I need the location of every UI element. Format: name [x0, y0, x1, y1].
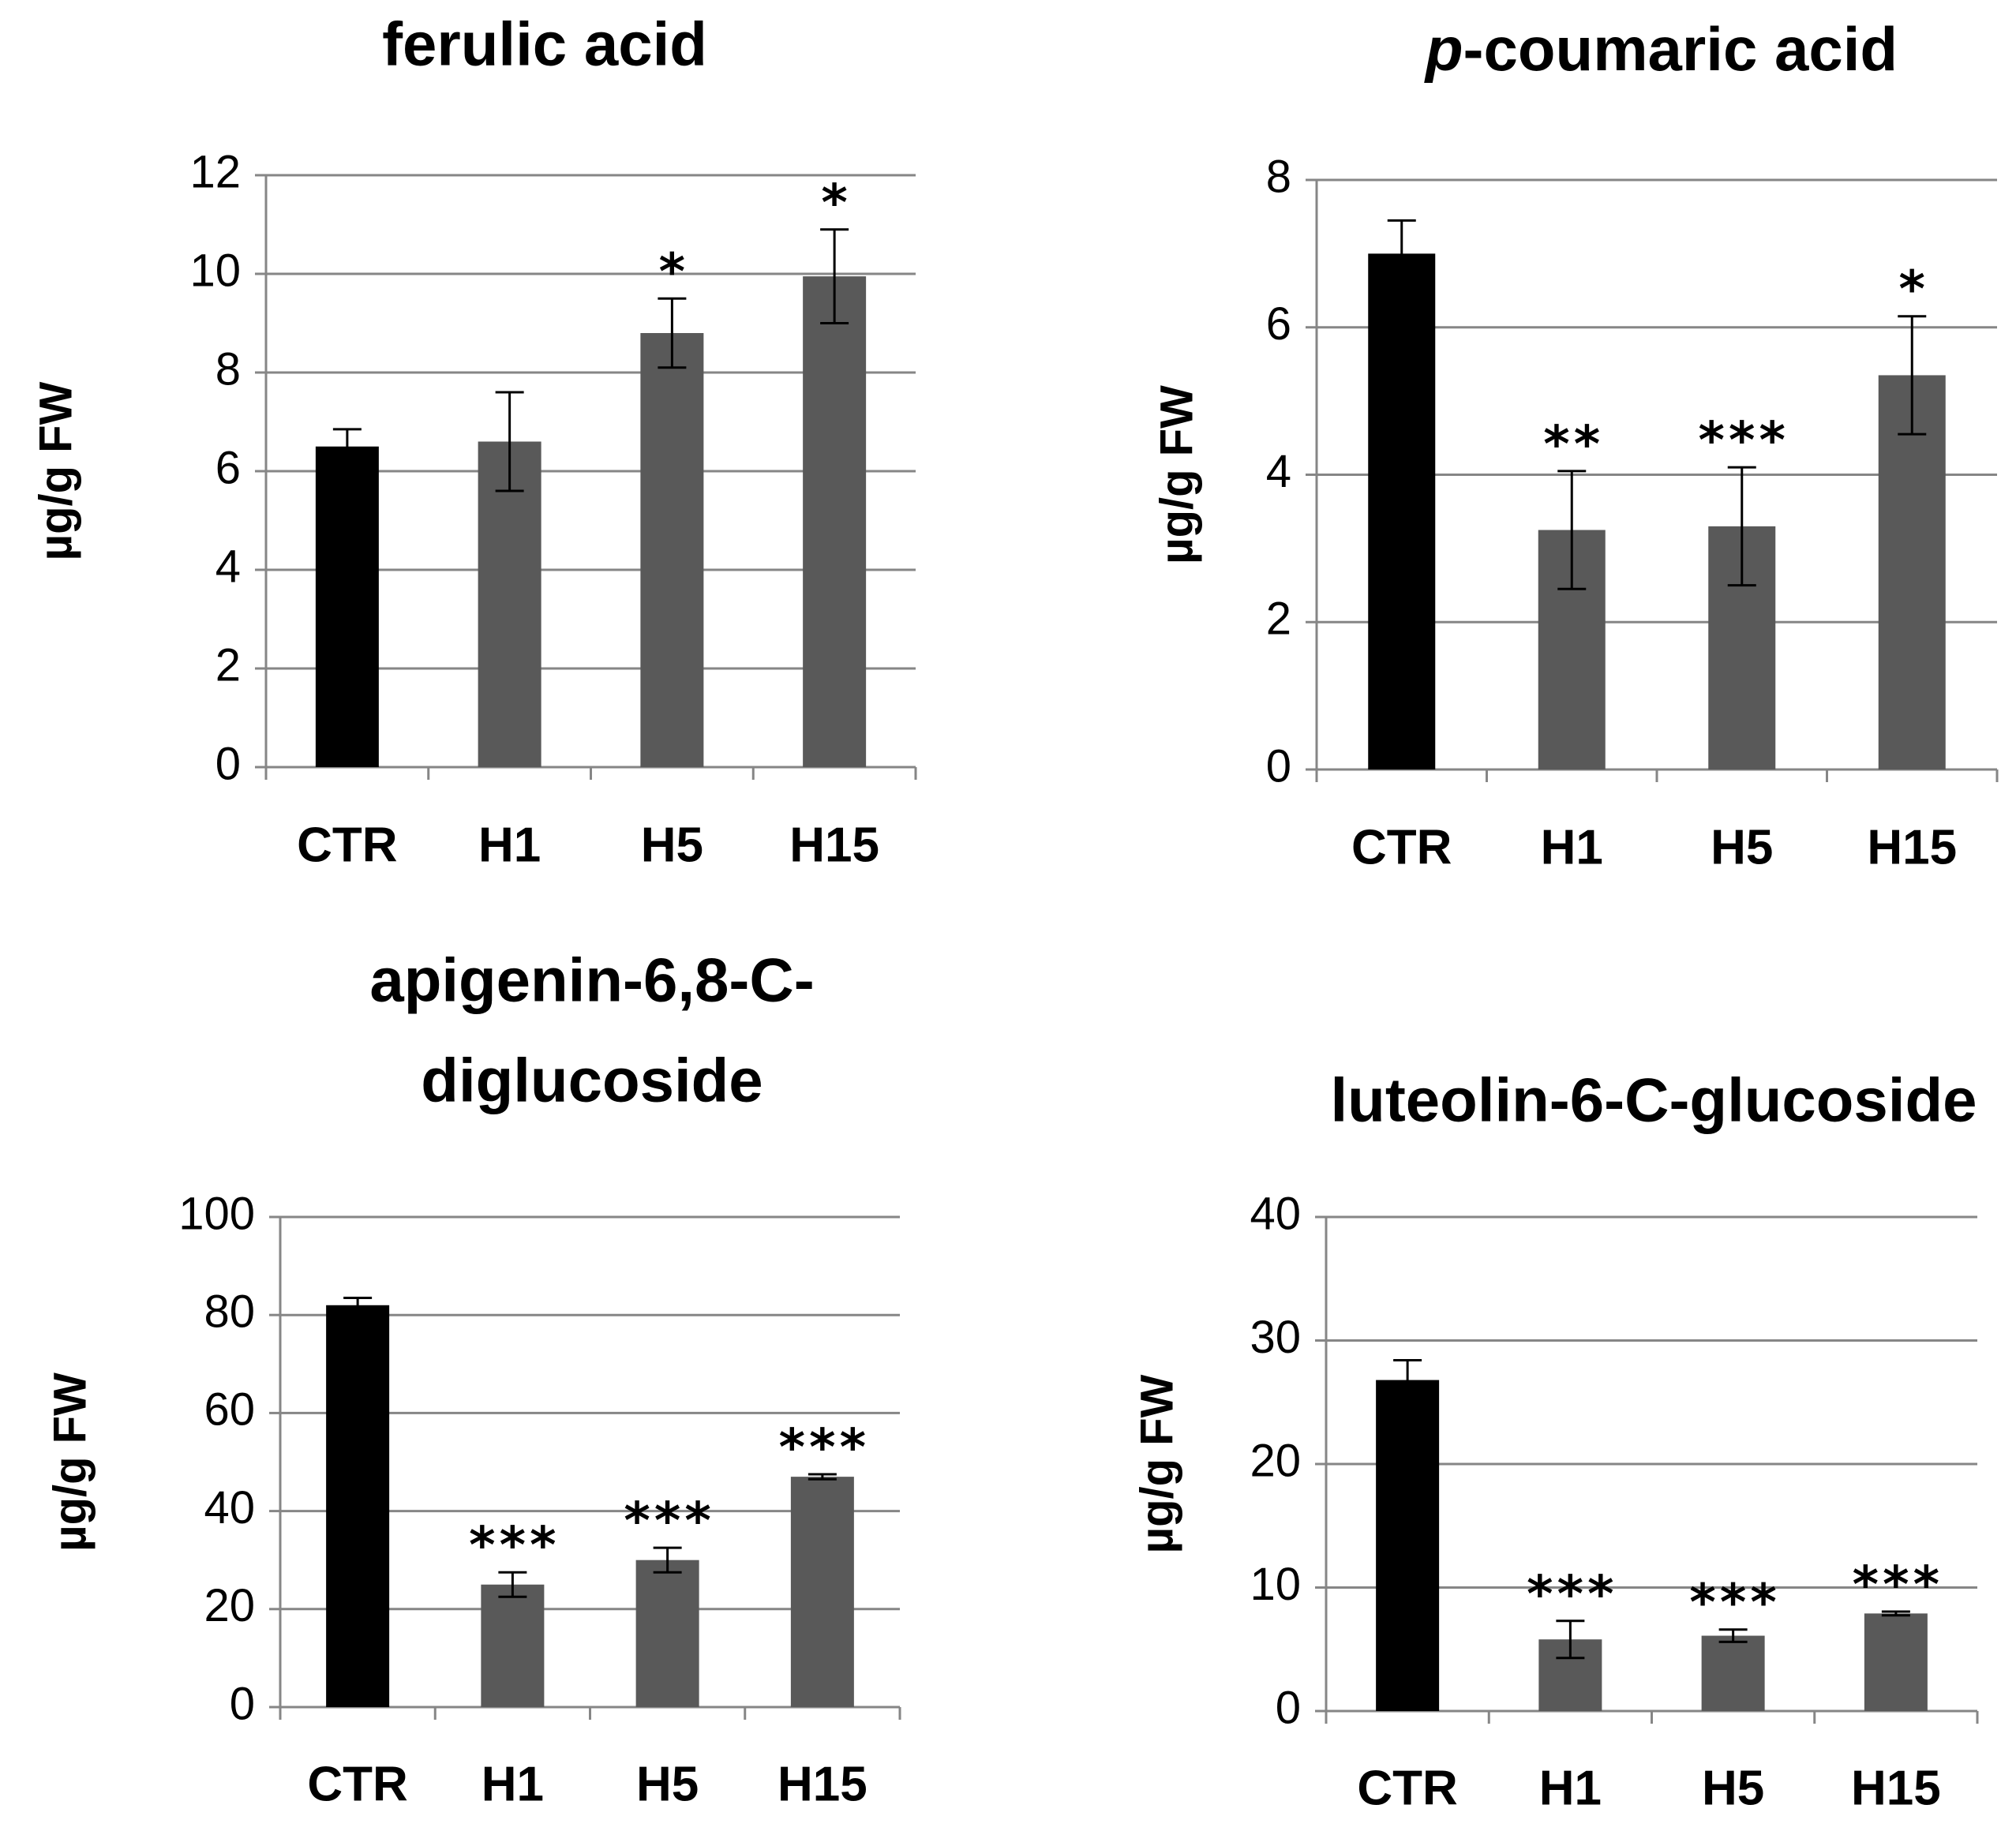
y-tick-label: 2: [215, 639, 241, 691]
category-label: CTR: [1357, 1761, 1457, 1815]
category-label: H15: [1867, 820, 1957, 874]
y-tick-label: 12: [189, 146, 241, 197]
chart-title-part: p: [1424, 14, 1463, 84]
significance-marker: ***: [1696, 412, 1788, 470]
y-tick-label: 40: [1250, 1188, 1301, 1239]
category-label: H5: [1702, 1761, 1764, 1815]
y-tick-label: 0: [215, 738, 241, 789]
y-tick-label: 0: [230, 1678, 255, 1729]
category-label: CTR: [307, 1757, 407, 1811]
bar-ctr: [315, 446, 379, 767]
chart-panel-1: ferulic acid 0 2 4 6 8 10 12 CTR H1 * H5 * H15 µg/g FW: [30, 9, 917, 872]
significance-marker: **: [1542, 416, 1602, 474]
significance-marker: ***: [1688, 1575, 1779, 1633]
y-tick-label: 10: [189, 245, 241, 296]
significance-marker: *: [1897, 261, 1928, 320]
chart-title: p-coumaric acid: [1424, 14, 1898, 84]
bar-h5: [640, 333, 704, 767]
significance-marker: ***: [777, 1419, 868, 1477]
y-tick-label: 4: [215, 541, 241, 592]
bar-h15: [803, 276, 867, 767]
chart-title: diglucoside: [421, 1046, 763, 1115]
chart-title: apigenin-6,8-C-: [369, 945, 814, 1015]
significance-marker: ***: [1525, 1566, 1617, 1624]
bar-ctr: [1376, 1380, 1440, 1711]
category-label: CTR: [1351, 820, 1452, 874]
category-label: H5: [641, 818, 703, 872]
y-tick-label: 40: [204, 1482, 255, 1533]
y-tick-label: 20: [204, 1580, 255, 1631]
y-tick-label: 8: [1266, 151, 1291, 202]
category-label: H1: [482, 1757, 544, 1811]
y-tick-label: 30: [1250, 1312, 1301, 1363]
category-label: H1: [478, 818, 541, 872]
bar-ctr: [326, 1305, 390, 1707]
bar-h5: [1701, 1635, 1765, 1711]
significance-marker: ***: [622, 1492, 714, 1551]
significance-marker: *: [819, 174, 850, 233]
chart-title: ferulic acid: [382, 9, 707, 79]
y-tick-label: 4: [1266, 446, 1291, 497]
category-label: H15: [789, 818, 879, 872]
category-label: H15: [778, 1757, 867, 1811]
chart-panel-4: luteolin-6-C-glucoside 0 10 20 30 40 CTR *** H1 *…: [1131, 1065, 1979, 1815]
y-tick-label: 20: [1250, 1435, 1301, 1486]
y-tick-label: 80: [204, 1286, 255, 1338]
category-label: H15: [1851, 1761, 1941, 1815]
y-tick-label: 0: [1266, 740, 1291, 792]
y-tick-label: 10: [1250, 1559, 1301, 1610]
category-label: H1: [1541, 820, 1603, 874]
significance-marker: ***: [1850, 1556, 1942, 1615]
y-axis-label: µg/g FW: [30, 381, 81, 560]
y-tick-label: 6: [1266, 298, 1291, 350]
y-tick-label: 8: [215, 343, 241, 395]
y-tick-label: 0: [1276, 1682, 1301, 1733]
bar-h5: [635, 1560, 699, 1707]
y-axis-label: µg/g FW: [1131, 1374, 1182, 1553]
significance-marker: ***: [467, 1517, 559, 1575]
y-axis-label: µg/g FW: [1151, 385, 1202, 564]
y-tick-label: 60: [204, 1384, 255, 1436]
bar-ctr: [1368, 253, 1436, 769]
chart-panel-3: apigenin-6,8-C-diglucoside 0 20 40 60 80 100 CT…: [44, 945, 901, 1811]
chart-title: luteolin-6-C-glucoside: [1331, 1065, 1977, 1135]
y-tick-label: 6: [215, 442, 241, 493]
category-label: CTR: [297, 818, 397, 872]
chart-panel-2: p-coumaric acid 0 2 4 6 8 CTR ** H1 *** H5 * H15 µg/g…: [1151, 14, 1999, 874]
y-axis-label: µg/g FW: [44, 1372, 96, 1552]
category-label: H1: [1539, 1761, 1602, 1815]
y-tick-label: 2: [1266, 593, 1291, 645]
category-label: H5: [1711, 820, 1773, 874]
bar-h15: [1878, 375, 1946, 769]
bar-h15: [790, 1477, 854, 1707]
significance-marker: *: [657, 243, 688, 301]
bar-h1: [481, 1584, 545, 1707]
y-tick-label: 100: [178, 1188, 255, 1239]
bar-h1: [478, 441, 541, 767]
chart-title-part: -coumaric acid: [1463, 14, 1898, 84]
bar-h15: [1864, 1613, 1928, 1711]
category-label: H5: [636, 1757, 699, 1811]
